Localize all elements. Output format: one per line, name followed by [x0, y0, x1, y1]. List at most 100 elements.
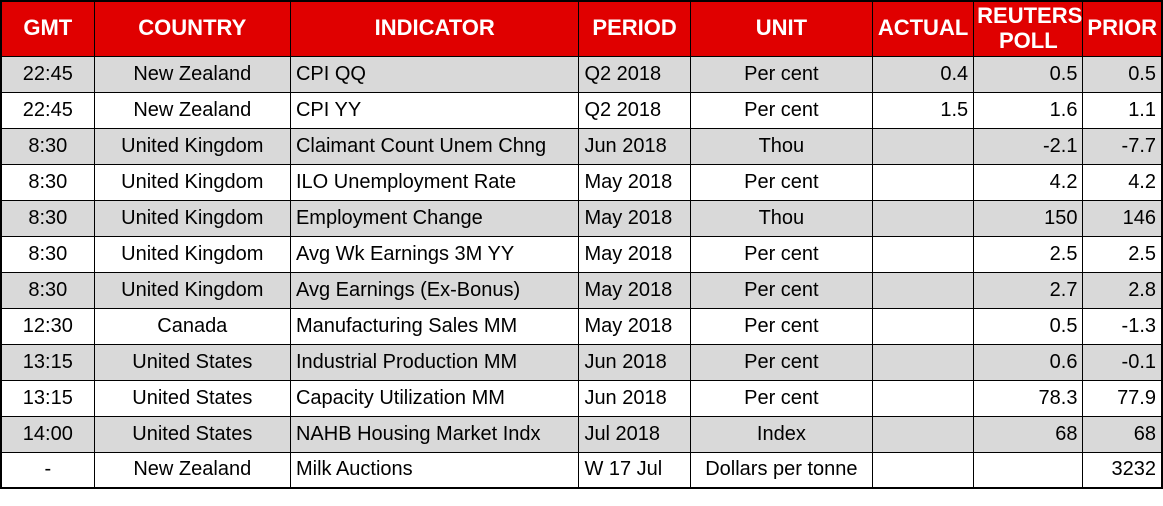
cell-poll: 0.5 — [973, 307, 1084, 345]
cell-period: May 2018 — [578, 199, 691, 237]
cell-country: New Zealand — [93, 451, 291, 489]
cell-actual — [871, 127, 975, 165]
cell-unit: Per cent — [689, 91, 873, 129]
table-row: 8:30 United Kingdom Avg Earnings (Ex-Bonus… — [0, 271, 1163, 309]
economic-calendar-table: GMT COUNTRY INDICATOR PERIOD UNIT ACTUAL REUTE… — [0, 0, 1163, 489]
table-row: 22:45 New Zealand CPI QQ Q2 2018 Per cent 0.4… — [0, 55, 1163, 93]
cell-indicator: CPI QQ — [289, 55, 580, 93]
cell-poll: 68 — [973, 415, 1084, 453]
cell-gmt: 22:45 — [0, 91, 95, 129]
cell-actual — [871, 163, 975, 201]
cell-country: United States — [93, 415, 291, 453]
cell-prior: -7.7 — [1082, 127, 1163, 165]
table-row: 8:30 United Kingdom Avg Wk Earnings 3M YY M… — [0, 235, 1163, 273]
table-row: - New Zealand Milk Auctions W 17 Jul Dollars… — [0, 451, 1163, 489]
table-body: 22:45 New Zealand CPI QQ Q2 2018 Per cent 0.4… — [0, 55, 1163, 489]
cell-period: May 2018 — [578, 163, 691, 201]
cell-country: United Kingdom — [93, 199, 291, 237]
cell-prior: 0.5 — [1082, 55, 1163, 93]
cell-actual — [871, 271, 975, 309]
table-row: 14:00 United States NAHB Housing Market In… — [0, 415, 1163, 453]
cell-unit: Per cent — [689, 379, 873, 417]
cell-poll: 1.6 — [973, 91, 1084, 129]
table-row: 22:45 New Zealand CPI YY Q2 2018 Per cent 1.5… — [0, 91, 1163, 129]
cell-poll: 4.2 — [973, 163, 1084, 201]
cell-actual — [871, 307, 975, 345]
cell-country: United Kingdom — [93, 127, 291, 165]
cell-gmt: 8:30 — [0, 163, 95, 201]
cell-indicator: Avg Wk Earnings 3M YY — [289, 235, 580, 273]
cell-unit: Thou — [689, 199, 873, 237]
cell-gmt: - — [0, 451, 95, 489]
cell-prior: 146 — [1082, 199, 1163, 237]
cell-poll: 0.6 — [973, 343, 1084, 381]
cell-country: United States — [93, 379, 291, 417]
cell-unit: Thou — [689, 127, 873, 165]
cell-gmt: 12:30 — [0, 307, 95, 345]
cell-indicator: Claimant Count Unem Chng — [289, 127, 580, 165]
cell-indicator: Employment Change — [289, 199, 580, 237]
cell-poll — [973, 451, 1084, 489]
cell-country: Canada — [93, 307, 291, 345]
cell-gmt: 8:30 — [0, 199, 95, 237]
cell-indicator: CPI YY — [289, 91, 580, 129]
cell-period: Jul 2018 — [578, 415, 691, 453]
cell-unit: Dollars per tonne — [689, 451, 873, 489]
cell-indicator: NAHB Housing Market Indx — [289, 415, 580, 453]
cell-period: Jun 2018 — [578, 343, 691, 381]
cell-period: May 2018 — [578, 235, 691, 273]
cell-country: United Kingdom — [93, 235, 291, 273]
cell-prior: 3232 — [1082, 451, 1163, 489]
cell-indicator: ILO Unemployment Rate — [289, 163, 580, 201]
cell-country: United States — [93, 343, 291, 381]
header-row: GMT COUNTRY INDICATOR PERIOD UNIT ACTUAL REUTE… — [0, 0, 1163, 57]
cell-period: May 2018 — [578, 271, 691, 309]
cell-country: United Kingdom — [93, 271, 291, 309]
column-header-indicator: INDICATOR — [289, 0, 580, 57]
cell-prior: 2.8 — [1082, 271, 1163, 309]
cell-indicator: Milk Auctions — [289, 451, 580, 489]
cell-indicator: Avg Earnings (Ex-Bonus) — [289, 271, 580, 309]
column-header-gmt: GMT — [0, 0, 95, 57]
cell-unit: Per cent — [689, 343, 873, 381]
cell-period: Jun 2018 — [578, 127, 691, 165]
cell-prior: 68 — [1082, 415, 1163, 453]
column-header-period: PERIOD — [578, 0, 691, 57]
cell-poll: 2.7 — [973, 271, 1084, 309]
cell-prior: 4.2 — [1082, 163, 1163, 201]
cell-actual: 0.4 — [871, 55, 975, 93]
cell-gmt: 14:00 — [0, 415, 95, 453]
cell-gmt: 13:15 — [0, 379, 95, 417]
table-row: 13:15 United States Industrial Production … — [0, 343, 1163, 381]
cell-actual — [871, 415, 975, 453]
column-header-poll: REUTERS POLL — [973, 0, 1084, 57]
column-header-country: COUNTRY — [93, 0, 291, 57]
cell-unit: Per cent — [689, 235, 873, 273]
cell-actual — [871, 343, 975, 381]
table-row: 12:30 Canada Manufacturing Sales MM May 201… — [0, 307, 1163, 345]
table-header: GMT COUNTRY INDICATOR PERIOD UNIT ACTUAL REUTE… — [0, 0, 1163, 57]
cell-indicator: Manufacturing Sales MM — [289, 307, 580, 345]
cell-prior: -0.1 — [1082, 343, 1163, 381]
cell-period: Q2 2018 — [578, 55, 691, 93]
cell-prior: 1.1 — [1082, 91, 1163, 129]
cell-country: United Kingdom — [93, 163, 291, 201]
cell-actual: 1.5 — [871, 91, 975, 129]
cell-unit: Per cent — [689, 271, 873, 309]
cell-period: Q2 2018 — [578, 91, 691, 129]
cell-indicator: Capacity Utilization MM — [289, 379, 580, 417]
cell-prior: 2.5 — [1082, 235, 1163, 273]
column-header-actual: ACTUAL — [871, 0, 975, 57]
table-row: 13:15 United States Capacity Utilization M… — [0, 379, 1163, 417]
cell-actual — [871, 235, 975, 273]
cell-poll: -2.1 — [973, 127, 1084, 165]
cell-actual — [871, 199, 975, 237]
cell-gmt: 22:45 — [0, 55, 95, 93]
cell-poll: 0.5 — [973, 55, 1084, 93]
cell-country: New Zealand — [93, 91, 291, 129]
cell-unit: Index — [689, 415, 873, 453]
cell-unit: Per cent — [689, 55, 873, 93]
cell-gmt: 13:15 — [0, 343, 95, 381]
cell-gmt: 8:30 — [0, 271, 95, 309]
cell-period: W 17 Jul — [578, 451, 691, 489]
